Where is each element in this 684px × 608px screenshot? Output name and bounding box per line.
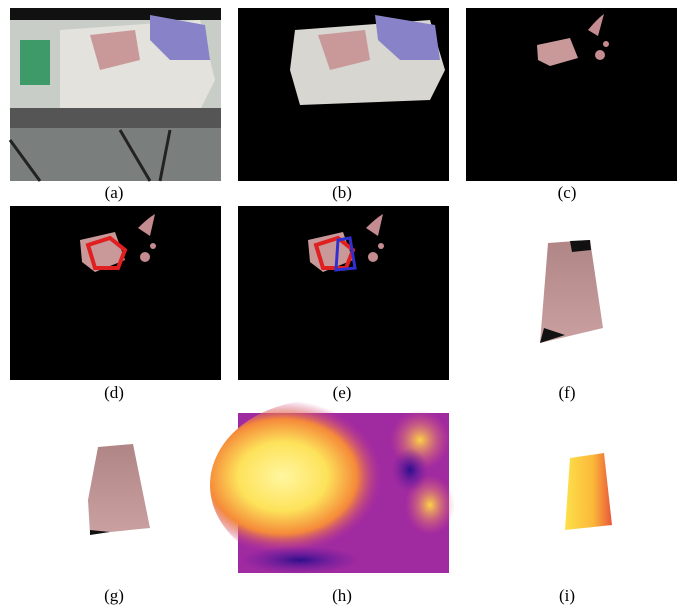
caption: (i)	[559, 586, 575, 605]
caption: (h)	[332, 586, 352, 605]
panel-d-image	[10, 206, 221, 380]
figure: (a) (b) (c) (d) (e) (f) (g) (h) (i)	[0, 0, 684, 608]
caption: (f)	[559, 383, 576, 402]
caption: (b)	[332, 183, 352, 202]
panel-e-image	[238, 206, 449, 380]
panel-a-image	[10, 8, 221, 181]
panel-i-image	[565, 453, 612, 530]
caption: (g)	[104, 586, 124, 605]
caption: (e)	[333, 383, 352, 402]
panel-b-image	[238, 8, 449, 181]
caption: (c)	[558, 183, 577, 202]
panel-h-image	[210, 400, 455, 574]
caption: (d)	[104, 383, 124, 402]
panel-c-image	[466, 8, 677, 181]
panel-g-image	[88, 444, 150, 535]
caption: (a)	[105, 183, 124, 202]
panel-f-image	[540, 240, 603, 343]
